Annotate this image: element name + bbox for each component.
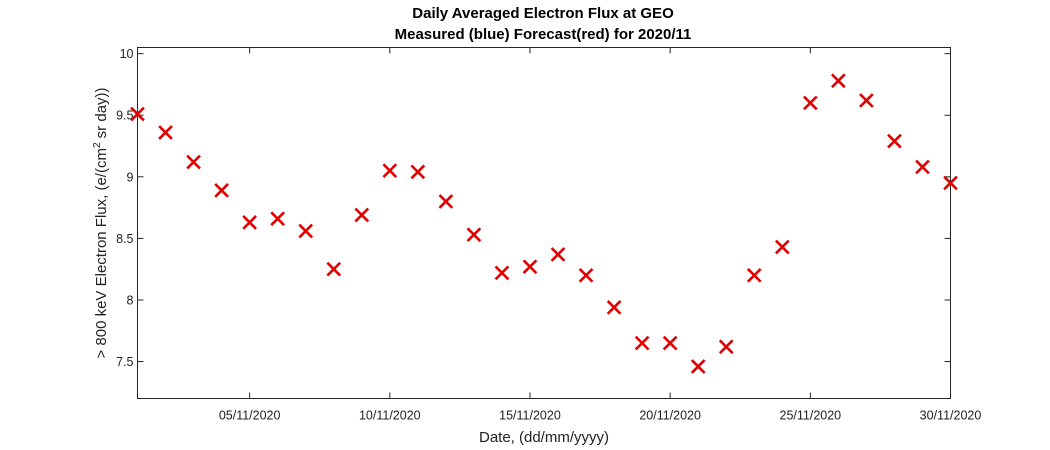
y-tick-label: 9 — [127, 170, 134, 184]
y-axis: 7.5 8 8.5 9 9.5 10 — [116, 47, 951, 369]
data-point-marker — [802, 95, 818, 111]
y-axis-label-superscript: 2 — [92, 142, 103, 148]
y-axis-label: > 800 keV Electron Flux, (e/(cm2 sr day)… — [92, 87, 110, 358]
data-point-marker — [130, 106, 145, 122]
data-point-marker — [550, 247, 566, 262]
data-point-marker — [242, 215, 257, 230]
y-tick-label: 8.5 — [116, 232, 133, 246]
data-point-marker — [522, 259, 538, 275]
data-point-marker — [718, 339, 734, 355]
x-axis: 05/11/2020 10/11/2020 15/11/2020 20/11/2020… — [219, 47, 982, 423]
x-tick-label: 25/11/2020 — [780, 409, 842, 423]
data-point-marker — [859, 93, 874, 108]
x-tick-label: 20/11/2020 — [639, 409, 701, 423]
data-point-marker — [494, 265, 510, 281]
x-tick-label: 30/11/2020 — [920, 409, 982, 423]
y-axis-label-tail: sr day)) — [93, 87, 110, 142]
data-point-marker — [774, 239, 790, 255]
data-point-marker — [298, 223, 314, 239]
data-point-marker — [943, 175, 958, 191]
data-point-marker — [578, 268, 594, 283]
data-point-marker — [831, 73, 846, 89]
plot-area-frame — [137, 47, 951, 399]
data-point-marker — [410, 164, 426, 180]
data-point-marker — [158, 125, 173, 140]
data-point-marker — [438, 194, 454, 209]
x-tick-label: 05/11/2020 — [219, 409, 281, 423]
y-tick-label: 7.5 — [116, 355, 133, 369]
data-point-marker — [382, 163, 398, 178]
data-point-marker — [606, 300, 622, 315]
chart-subtitle: Measured (blue) Forecast(red) for 2020/1… — [395, 26, 692, 43]
data-point-marker — [214, 183, 229, 198]
data-point-marker — [270, 211, 286, 227]
data-series — [130, 73, 958, 374]
chart-title: Daily Averaged Electron Flux at GEO — [412, 5, 674, 22]
data-point-marker — [186, 154, 201, 170]
x-tick-label: 10/11/2020 — [359, 409, 421, 423]
data-point-marker — [662, 335, 678, 351]
data-point-marker — [746, 268, 762, 283]
y-tick-label: 9.5 — [116, 109, 133, 123]
data-point-marker — [634, 335, 650, 351]
data-point-marker — [466, 227, 482, 243]
y-axis-label-main: > 800 keV Electron Flux, (e/(cm — [93, 148, 110, 359]
y-tick-label: 10 — [120, 47, 134, 61]
data-point-marker — [690, 359, 706, 374]
data-point-marker — [915, 159, 930, 175]
x-axis-label: Date, (dd/mm/yyyy) — [479, 429, 609, 446]
x-tick-label: 15/11/2020 — [499, 409, 561, 423]
data-point-marker — [354, 207, 370, 223]
y-tick-label: 8 — [127, 293, 134, 307]
data-point-marker — [326, 261, 342, 277]
data-point-marker — [887, 133, 902, 149]
